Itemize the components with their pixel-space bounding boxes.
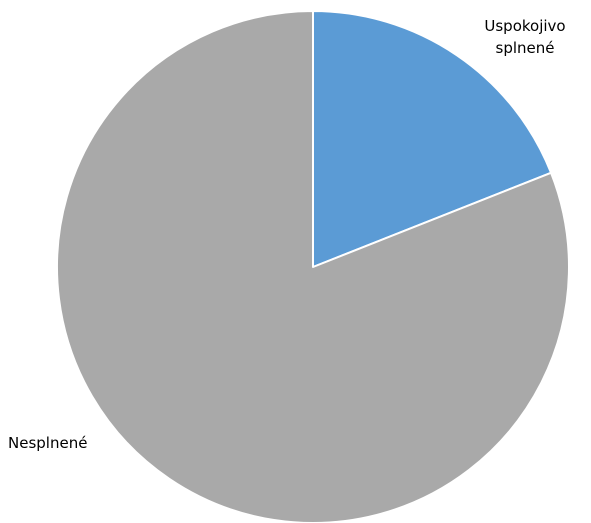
slice-label-line: Nesplnené [8,434,88,452]
slice-label-nesplnene: Nesplnené [8,432,87,454]
pie-slice-uspokojivo-splnene [312,10,553,268]
slice-label-line: splnené [495,39,555,57]
pie-slice-nesplnene [56,10,570,523]
slice-label-uspokojivo-splnene: Uspokojivo splnené [470,15,580,59]
slice-label-line: Uspokojivo [484,17,566,35]
